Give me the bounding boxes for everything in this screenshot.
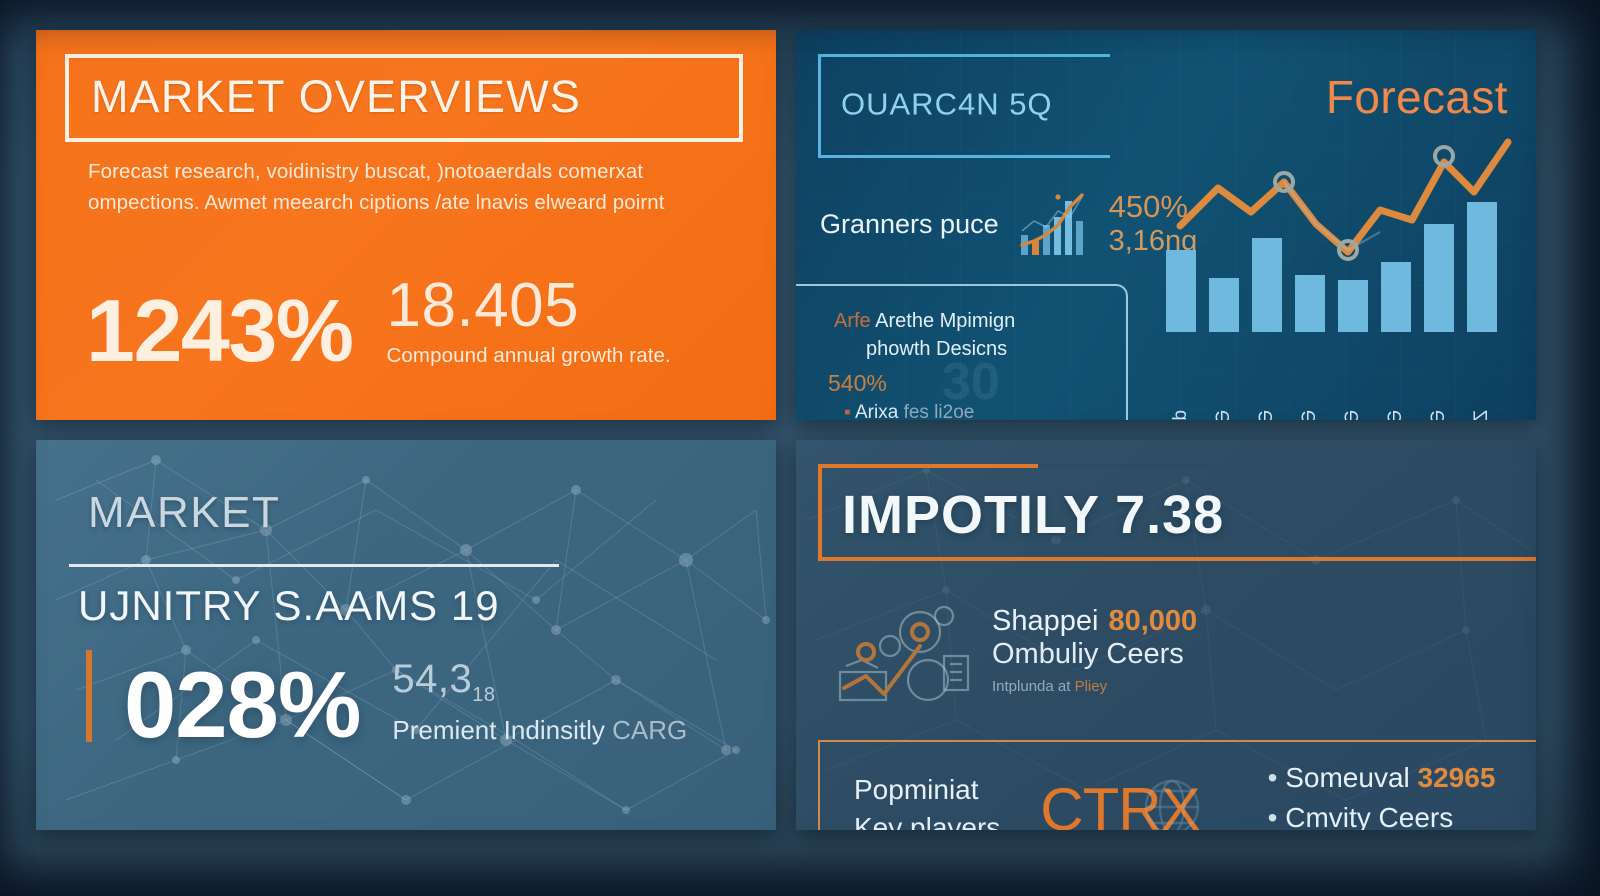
market-overview-title-box: MARKET OVERVIEWS [65, 54, 743, 142]
impact-mesh-background [805, 466, 1532, 801]
impact-footer-label-line2: Key players [854, 812, 1001, 830]
impact-footer-bullet1-text: Someuval [1285, 762, 1410, 793]
forecast-tag-box: OUARC4N 5Q [818, 54, 1110, 158]
market-mesh-accent-bar [86, 650, 92, 742]
market-mesh-caption: Premient Indinsitly CARG [392, 715, 687, 746]
impact-footer-row: Popminiat Key players CTRX • [818, 758, 1536, 830]
impact-brandmark: CTRX [1040, 775, 1201, 831]
forecast-chart: doʌ7 ƏIIY8 ƏA8S ƏPAƏ ƏA8S ƏPAƏ ƏA88 Zeᴎ∂ [1156, 120, 1526, 420]
forecast-x-label: ƏA8S [1256, 410, 1278, 420]
market-mesh-divider [69, 564, 559, 567]
impact-footer-box [818, 740, 1536, 830]
analytics-gear-icon [838, 605, 970, 702]
forecast-x-label: ƏPAƏ [1299, 410, 1321, 420]
forecast-subcard-ghost-number: 30 [942, 353, 1000, 411]
impact-heading: IMPOTILY 7.38 [842, 485, 1225, 545]
market-overview-secondary-value: 18.405 [386, 271, 580, 340]
impact-brand-text: CTRX [1040, 775, 1200, 831]
market-mesh-secondary-sub: 18 [472, 684, 496, 706]
network-mesh-background [55, 455, 770, 814]
impact-stat-text: Shappei 80,000 Ombuliy Ceers Intplunda at… [992, 605, 1197, 695]
bullet-dot-icon: • [1267, 802, 1278, 830]
forecast-subcard-bullet: ▪ [844, 402, 851, 420]
panel-market-overview: MARKET OVERVIEWS Forecast research, void… [36, 30, 776, 420]
impact-stat-label2: Ombuliy Ceers [992, 638, 1184, 670]
forecast-kpi: Granners puce 450% 3,16ng [820, 190, 1197, 258]
panel-impact: IMPOTILY 7.38 [796, 440, 1536, 830]
market-mesh-caption-text: Premient Indinsitly [392, 715, 605, 745]
forecast-subcard-line3: 540% [828, 370, 887, 396]
market-mesh-heading: MARKET [88, 488, 281, 537]
forecast-markers [1273, 145, 1455, 261]
impact-stat-cell: Shappei 80,000 Ombuliy Ceers Intplunda at… [818, 594, 1536, 706]
impact-footer-label: Popminiat Key players [818, 771, 1000, 830]
forecast-x-label: ƏA88 [1428, 410, 1450, 420]
impact-stat-label1: Shappei [992, 605, 1099, 637]
forecast-subcard: 30 Arfe Arethe Mpimign phowth Desicns 54… [796, 284, 1128, 420]
forecast-bars [1166, 202, 1497, 332]
forecast-subcard-line1-text: Arethe Mpimign [875, 310, 1016, 332]
forecast-kpi-value-primary: 450% [1108, 189, 1188, 224]
market-overview-body: Forecast research, voidinistry buscat, )… [88, 160, 665, 214]
panel-grid: MARKET OVERVIEWS Forecast research, void… [36, 30, 1536, 845]
impact-stat-grid: Shappei 80,000 Ombuliy Ceers Intplunda at… [818, 590, 1536, 710]
impact-footer-bullets: • Someuval 32965 • Cmvity Ceers Mepftyma… [1268, 758, 1496, 830]
impact-header-box [818, 464, 1536, 561]
impact-stat-line1: Shappei 80,000 [992, 605, 1197, 638]
sparkline-chart-icon [1019, 193, 1084, 255]
forecast-subcard-line4-text: Arixa [854, 402, 899, 420]
forecast-x-label: ƏIIY8 [1213, 410, 1235, 420]
market-mesh-secondary: 54,318 Premient Indinsitly CARG [392, 657, 687, 748]
market-mesh-secondary-number: 54,3 [392, 657, 473, 701]
forecast-x-label: Zeᴎ∂ [1471, 410, 1493, 420]
impact-footer-bullet: • Cmvity Ceers [1268, 798, 1496, 830]
market-overview-secondary-caption: Compound annual growth rate. [386, 344, 671, 367]
impact-stat-fineprint-text: Intplunda at [992, 678, 1071, 695]
impact-stat-value: 80,000 [1108, 605, 1198, 637]
forecast-subcard-line1: Arfe Arethe Mpimign [834, 310, 1015, 333]
forecast-subcard-line2: phowth Desicns [866, 338, 1008, 360]
forecast-x-label: ƏPAƏ [1385, 410, 1407, 420]
market-overview-title: MARKET OVERVIEWS [91, 70, 582, 122]
market-mesh-stat-row: 028% 54,318 Premient Indinsitly CARG [86, 650, 687, 758]
market-overview-stat-row: 1243% 18.405 Compound annual growth rate… [86, 275, 671, 381]
impact-footer-bullet: • Someuval 32965 [1268, 758, 1496, 798]
impact-footer-bullet2-text: Cmvity Ceers [1285, 802, 1454, 830]
market-mesh-caption-dim: CARG [612, 715, 688, 745]
impact-stat-fineprint-em: Pliey [1074, 678, 1108, 695]
panel-market-mesh: MARKET UJNITRY S.AAMS 19 028% 54,318 Pre… [36, 440, 776, 830]
forecast-tag-label: OUARC4N 5Q [841, 86, 1053, 122]
forecast-bar-line-chart [1166, 138, 1512, 332]
panel-forecast: OUARC4N 5Q Forecast Granners puce 4 [796, 30, 1536, 420]
impact-footer-bullet1-value: 32965 [1417, 762, 1496, 793]
forecast-subcard-line1-lead: Arfe [834, 310, 871, 332]
forecast-x-label: ƏA8S [1342, 410, 1364, 420]
forecast-heading: Forecast [1325, 71, 1508, 123]
forecast-trend-line [1176, 138, 1512, 256]
forecast-x-label: doʌ7 [1170, 410, 1192, 420]
forecast-subcard-line4: ▪ Arixa fes li2oe [844, 402, 974, 420]
impact-stat-fineprint: Intplunda at Pliey [992, 678, 1197, 695]
forecast-kpi-label: Granners puce [820, 208, 999, 239]
forecast-background-grid [796, 30, 1536, 420]
impact-footer-label-line1: Popminiat [854, 774, 979, 805]
market-overview-big-stat: 1243% [86, 281, 354, 381]
market-overview-secondary: 18.405 Compound annual growth rate. [387, 275, 671, 372]
forecast-ghost-line [1283, 181, 1381, 252]
market-mesh-big-stat: 028% [124, 652, 361, 758]
market-mesh-subheading: UJNITRY S.AAMS 19 [78, 582, 500, 629]
market-mesh-secondary-value: 54,318 [392, 657, 687, 707]
forecast-subcard-line4-dim: fes li2oe [903, 402, 975, 420]
forecast-x-axis-labels: doʌ7 ƏIIY8 ƏA8S ƏPAƏ ƏA8S ƏPAƏ ƏA88 Zeᴎ∂ [1156, 328, 1526, 420]
globe-network-icon [1145, 779, 1200, 830]
bullet-dot-icon: • [1267, 762, 1278, 793]
